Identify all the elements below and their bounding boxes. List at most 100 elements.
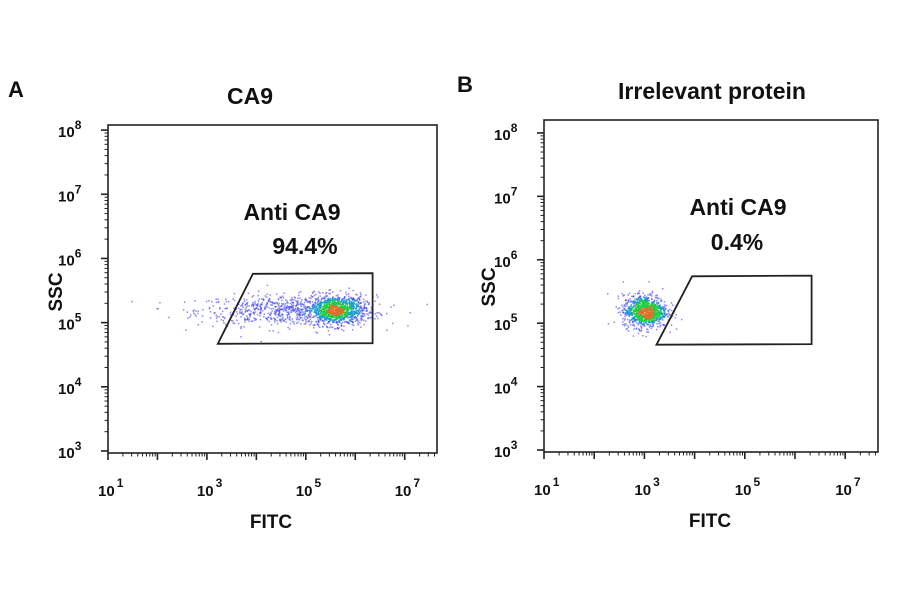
event-dot bbox=[662, 315, 665, 317]
event-dot bbox=[291, 297, 293, 299]
event-dot bbox=[308, 297, 311, 299]
event-dot bbox=[285, 321, 287, 323]
event-dot bbox=[346, 307, 349, 310]
event-dot bbox=[630, 304, 633, 306]
event-dot bbox=[647, 299, 649, 302]
event-dot bbox=[369, 311, 371, 313]
event-dot bbox=[645, 318, 647, 320]
event-dot bbox=[297, 307, 300, 310]
event-dot bbox=[273, 317, 275, 319]
event-dot bbox=[329, 315, 331, 318]
event-dot bbox=[252, 301, 254, 304]
event-dot bbox=[658, 297, 660, 300]
event-dot bbox=[233, 299, 236, 302]
event-dot bbox=[193, 309, 195, 311]
event-dot bbox=[663, 308, 665, 310]
event-dot bbox=[352, 324, 355, 327]
event-dot bbox=[657, 313, 659, 315]
event-dot bbox=[283, 303, 285, 305]
event-dot bbox=[632, 306, 634, 309]
event-dot bbox=[296, 313, 298, 315]
event-dot bbox=[311, 316, 314, 319]
event-dot bbox=[351, 323, 353, 326]
event-dot bbox=[637, 324, 639, 326]
event-dot bbox=[311, 308, 313, 310]
event-dot bbox=[334, 298, 337, 300]
event-dot bbox=[220, 313, 222, 315]
event-dot bbox=[356, 303, 358, 305]
event-dot bbox=[638, 328, 640, 330]
event-dot bbox=[292, 305, 294, 307]
event-dot bbox=[242, 313, 245, 315]
event-dot bbox=[291, 320, 294, 323]
event-dot bbox=[619, 311, 621, 313]
event-dot bbox=[316, 313, 318, 315]
event-dot bbox=[364, 314, 366, 317]
event-dot bbox=[348, 298, 350, 300]
event-dot bbox=[670, 317, 673, 319]
event-dot bbox=[363, 313, 366, 315]
event-dot bbox=[650, 309, 652, 312]
event-dot bbox=[661, 288, 664, 290]
event-dot bbox=[338, 301, 340, 304]
y-tick-label: 103 bbox=[494, 438, 518, 461]
event-dot bbox=[650, 311, 653, 314]
event-dot bbox=[638, 292, 640, 295]
event-dot bbox=[661, 306, 664, 308]
event-dot bbox=[344, 315, 346, 317]
event-dot bbox=[228, 300, 230, 303]
event-dot bbox=[652, 306, 654, 309]
event-dot bbox=[645, 300, 648, 302]
event-dot bbox=[309, 310, 311, 312]
event-dot bbox=[253, 303, 255, 306]
event-dot bbox=[315, 298, 318, 301]
event-dot bbox=[329, 304, 331, 306]
event-dot bbox=[356, 319, 359, 322]
event-dot bbox=[352, 310, 354, 313]
event-dot bbox=[640, 307, 642, 310]
event-dot bbox=[326, 312, 328, 314]
event-dot bbox=[645, 297, 647, 300]
event-dot bbox=[393, 304, 395, 307]
event-dot bbox=[355, 313, 357, 315]
event-dot bbox=[651, 295, 653, 297]
event-dot bbox=[643, 303, 645, 305]
event-dot bbox=[186, 311, 188, 313]
event-dot bbox=[284, 308, 286, 311]
event-dot bbox=[328, 309, 330, 312]
event-dot bbox=[329, 314, 331, 316]
event-dot bbox=[232, 322, 234, 324]
y-tick-label: 105 bbox=[494, 311, 518, 334]
event-dot bbox=[331, 311, 334, 314]
event-dot bbox=[331, 308, 333, 310]
event-dot bbox=[296, 318, 298, 321]
event-dot bbox=[293, 309, 296, 312]
event-dot bbox=[357, 322, 359, 324]
event-dot bbox=[652, 315, 655, 317]
event-dot bbox=[253, 313, 255, 315]
event-dot bbox=[336, 299, 339, 302]
event-dot bbox=[321, 313, 324, 315]
event-dot bbox=[333, 297, 336, 300]
event-dot bbox=[281, 299, 283, 302]
event-dot bbox=[328, 303, 330, 305]
event-dot bbox=[283, 319, 286, 321]
event-dot bbox=[246, 299, 248, 301]
x-tick-label: 10 7 bbox=[395, 476, 421, 500]
event-dot bbox=[363, 305, 365, 307]
event-dot bbox=[313, 290, 315, 293]
event-dot bbox=[257, 290, 260, 292]
event-dot bbox=[644, 301, 646, 304]
event-dot bbox=[197, 312, 199, 315]
event-dot bbox=[360, 326, 362, 328]
event-dot bbox=[646, 308, 649, 311]
y-tick-label: 105 bbox=[58, 311, 82, 334]
event-dot bbox=[637, 312, 640, 315]
event-dot bbox=[289, 305, 291, 308]
event-dot bbox=[343, 309, 345, 312]
event-dot bbox=[351, 329, 354, 331]
event-dot bbox=[241, 303, 243, 305]
event-dot bbox=[283, 320, 285, 322]
event-dot bbox=[301, 319, 304, 321]
event-dot bbox=[643, 296, 646, 299]
